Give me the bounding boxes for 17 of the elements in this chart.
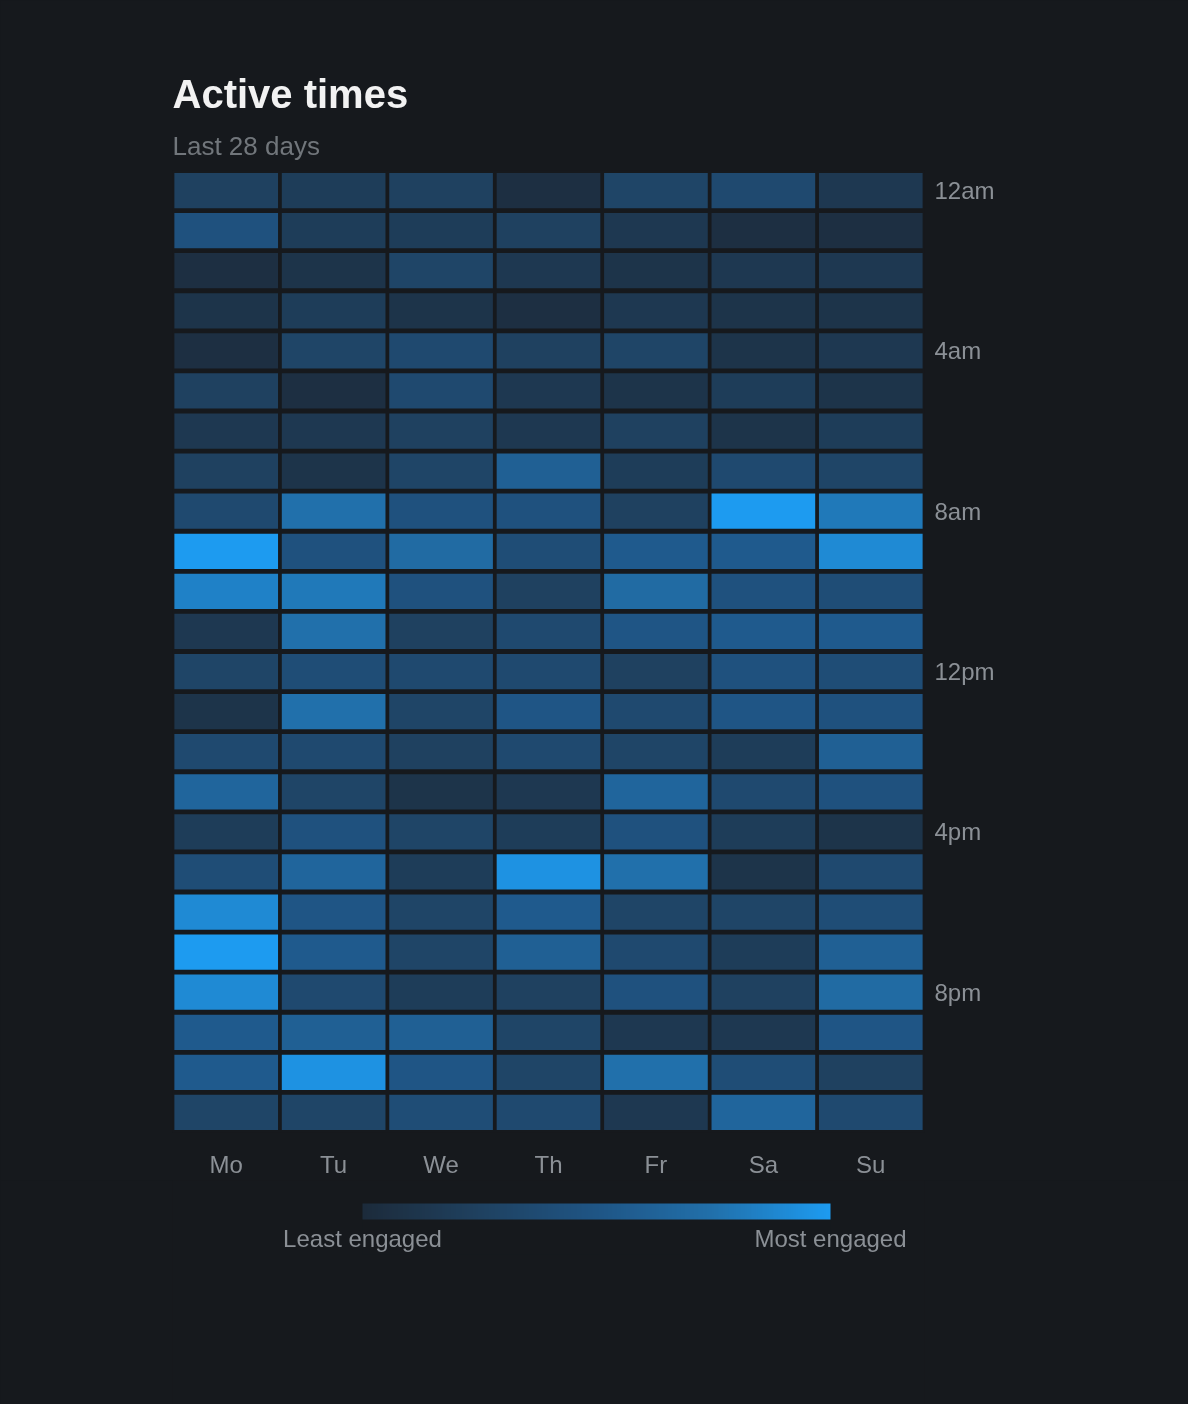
- x-tick-label: Th: [534, 1150, 563, 1178]
- x-tick-label: Mo: [209, 1150, 243, 1178]
- color-bar-label: Most engaged: [754, 1224, 907, 1252]
- y-tick-label: 4pm: [934, 818, 982, 846]
- y-tick-label: 12am: [934, 177, 995, 205]
- x-tick-label: Fr: [644, 1150, 668, 1178]
- chart-subtitle: Last 28 days: [172, 130, 320, 161]
- color-bar-label: Least engaged: [283, 1224, 442, 1252]
- y-tick-label: 8am: [934, 497, 982, 525]
- x-tick-label: Tu: [320, 1150, 348, 1178]
- x-tick-label: Sa: [748, 1150, 779, 1178]
- y-tick-label: 8pm: [934, 978, 982, 1006]
- x-tick-label: Su: [856, 1150, 886, 1178]
- y-tick-label: 12pm: [934, 658, 995, 686]
- y-tick-label: 4am: [934, 337, 982, 365]
- chart-title: Active times: [172, 71, 409, 116]
- x-tick-label: We: [423, 1150, 459, 1178]
